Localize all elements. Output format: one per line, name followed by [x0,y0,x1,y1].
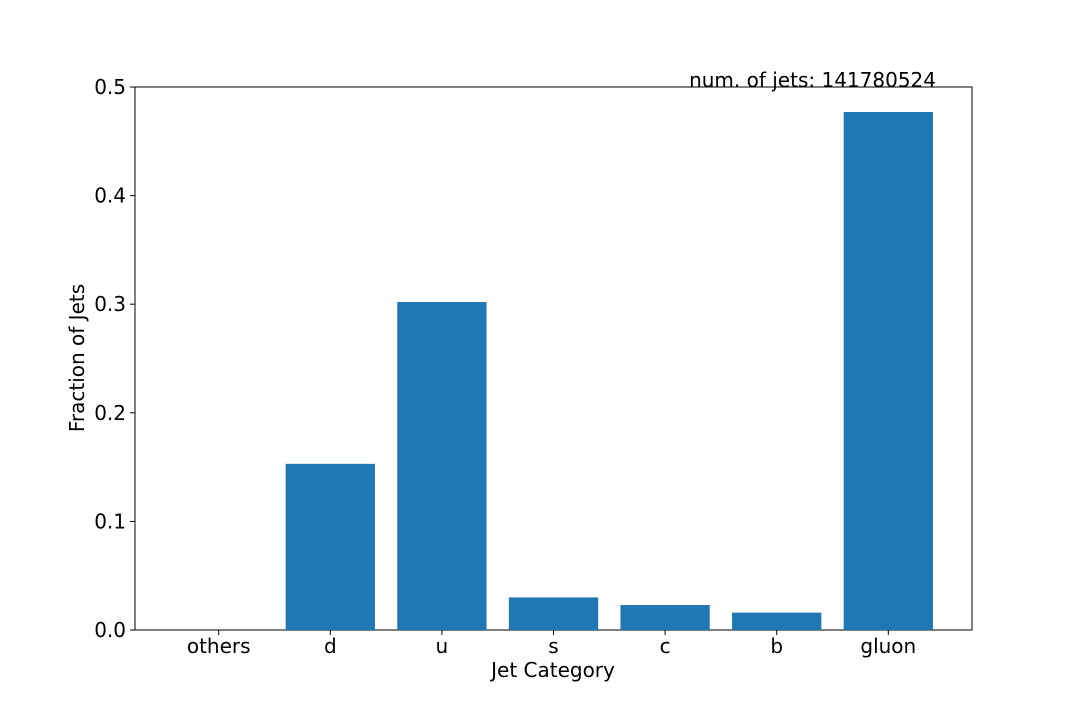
y-tick-label: 0.2 [94,401,126,425]
y-tick-label: 0.0 [94,618,126,642]
x-tick-label-b: b [770,634,783,658]
x-tick-label-u: u [436,634,449,658]
y-tick-label: 0.3 [94,292,126,316]
jet-count-annotation: num. of jets: 141780524 [689,68,936,92]
y-tick-label: 0.1 [94,509,126,533]
x-tick-label-gluon: gluon [860,634,916,658]
bars-group [285,111,933,630]
bar-gluon [843,111,933,630]
bar-d [285,463,375,630]
x-axis: others d u s c b gluon [187,630,916,658]
y-tick-label: 0.4 [94,184,126,208]
x-tick-label-s: s [548,634,558,658]
x-tick-label-others: others [187,634,251,658]
x-tick-label-d: d [324,634,337,658]
bar-u [397,302,487,630]
y-axis-label: Fraction of Jets [65,284,89,432]
bar-c [620,605,710,630]
bar-b [732,612,822,630]
y-axis: 0.0 0.1 0.2 0.3 0.4 0.5 [94,75,135,642]
x-axis-label: Jet Category [489,658,615,682]
x-tick-label-c: c [660,634,671,658]
y-tick-label: 0.5 [94,75,126,99]
bar-s [508,597,599,630]
